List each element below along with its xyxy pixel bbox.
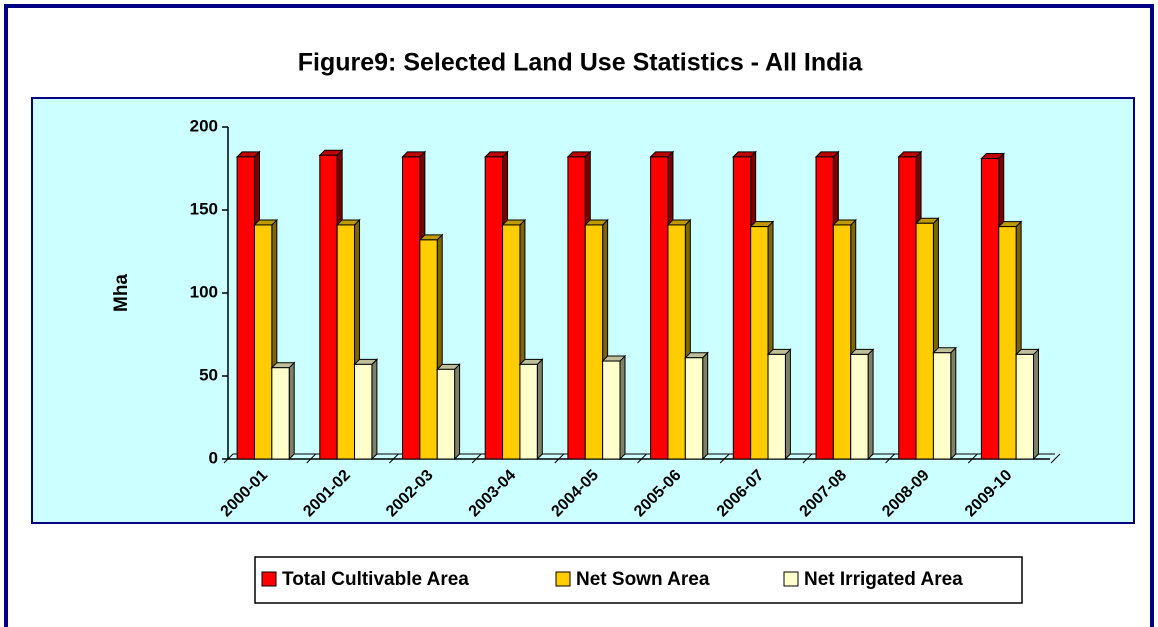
legend bbox=[254, 556, 1023, 604]
x-tick bbox=[389, 453, 399, 464]
x-tick bbox=[885, 453, 895, 464]
bar-side bbox=[1032, 348, 1039, 461]
bar bbox=[484, 156, 504, 460]
bar bbox=[980, 158, 1000, 460]
bar bbox=[419, 239, 438, 460]
bar bbox=[1015, 353, 1034, 460]
bar bbox=[354, 363, 373, 460]
y-tick-label: 150 bbox=[190, 199, 218, 218]
legend-swatch bbox=[783, 571, 799, 587]
bar bbox=[832, 224, 852, 460]
outer-border bbox=[4, 4, 1154, 627]
legend-swatch bbox=[261, 571, 277, 587]
bar bbox=[236, 156, 255, 460]
bar-side bbox=[371, 358, 378, 461]
bar bbox=[915, 222, 934, 460]
bar bbox=[253, 224, 273, 460]
chart-title: Figure9: Selected Land Use Statistics - … bbox=[298, 49, 864, 77]
bar bbox=[436, 368, 456, 460]
legend-label: Total Cultivable Area bbox=[282, 569, 469, 590]
x-tick bbox=[554, 453, 565, 464]
bar bbox=[567, 156, 586, 460]
bar bbox=[502, 224, 521, 460]
bar-side bbox=[536, 358, 543, 461]
bar bbox=[519, 363, 538, 460]
bar-side bbox=[950, 346, 957, 461]
bar bbox=[684, 357, 704, 460]
bar-side bbox=[867, 348, 874, 461]
bar-side bbox=[702, 351, 709, 461]
bar bbox=[584, 224, 604, 460]
x-tick bbox=[637, 453, 647, 464]
x-tick bbox=[967, 453, 978, 464]
bar bbox=[767, 353, 786, 460]
y-tick-label: 50 bbox=[199, 365, 218, 384]
x-tick bbox=[802, 453, 813, 464]
bar bbox=[667, 224, 686, 460]
bar-side bbox=[288, 361, 295, 461]
bar bbox=[319, 154, 338, 460]
y-tick-label: 0 bbox=[209, 448, 218, 467]
x-tick bbox=[471, 453, 482, 464]
bar-side bbox=[619, 354, 626, 461]
bar-side bbox=[454, 363, 461, 461]
y-tick-label: 200 bbox=[190, 116, 218, 135]
bar bbox=[650, 156, 669, 460]
bar bbox=[750, 226, 769, 460]
bar bbox=[732, 156, 752, 460]
bar bbox=[898, 156, 917, 460]
bar bbox=[336, 224, 356, 460]
bar bbox=[998, 226, 1017, 460]
y-axis-label: Mha bbox=[111, 274, 132, 312]
bar bbox=[271, 367, 290, 460]
x-tick bbox=[223, 453, 234, 464]
x-tick bbox=[306, 453, 317, 464]
bar-side bbox=[784, 348, 791, 461]
bar bbox=[850, 353, 869, 460]
legend-swatch bbox=[555, 571, 571, 587]
x-tick bbox=[719, 453, 730, 464]
y-tick-label: 100 bbox=[190, 282, 218, 301]
legend-label: Net Sown Area bbox=[576, 569, 710, 590]
x-tick bbox=[1050, 453, 1061, 464]
bar bbox=[932, 352, 952, 460]
bar bbox=[815, 156, 834, 460]
bar bbox=[401, 156, 421, 460]
bar bbox=[602, 360, 621, 460]
legend-label: Net Irrigated Area bbox=[804, 569, 963, 590]
